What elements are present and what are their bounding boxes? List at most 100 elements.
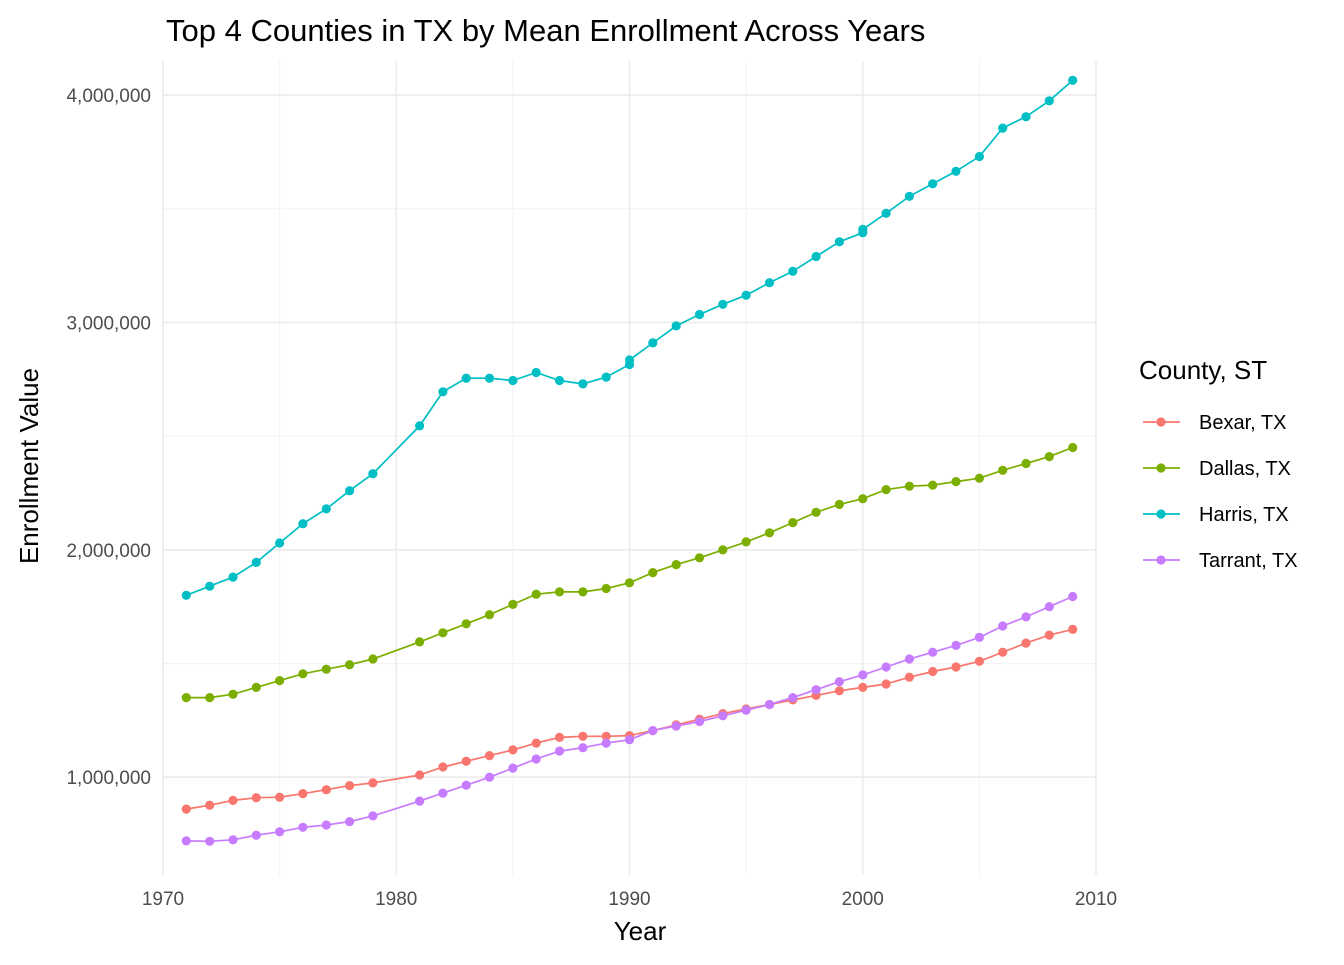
data-point (811, 251, 821, 262)
data-point (345, 817, 355, 827)
data-point (764, 699, 775, 710)
data-point (228, 689, 238, 699)
data-point (881, 679, 891, 689)
data-point (834, 686, 845, 696)
data-point (205, 800, 215, 810)
series-line (185, 79, 1074, 597)
data-point (834, 677, 845, 687)
data-point (951, 640, 961, 651)
data-point (578, 743, 588, 753)
data-point (578, 379, 588, 389)
data-point (345, 660, 355, 670)
data-point (368, 469, 378, 479)
data-point (321, 504, 331, 514)
data-point (554, 375, 565, 386)
y-tick-label: 3,000,000 (66, 313, 151, 334)
series-group (181, 75, 1078, 600)
data-point (461, 619, 471, 629)
data-point (508, 763, 518, 773)
x-tick-label: 2010 (1075, 889, 1117, 910)
data-point (205, 581, 215, 591)
data-point (718, 711, 728, 721)
data-point (578, 587, 588, 597)
data-point (741, 290, 751, 300)
data-point (228, 835, 238, 845)
data-point (251, 682, 261, 693)
data-point (321, 785, 331, 795)
data-point (671, 560, 681, 570)
data-point (251, 793, 261, 803)
data-point (928, 666, 938, 677)
data-point (531, 367, 541, 378)
data-point (1068, 624, 1078, 635)
data-point (1044, 96, 1054, 106)
grid (162, 61, 1097, 875)
data-point (718, 545, 728, 555)
data-point (998, 647, 1008, 657)
data-point (998, 465, 1008, 475)
series-group (181, 624, 1078, 814)
data-point (601, 583, 611, 594)
data-point (624, 735, 635, 745)
data-point (1021, 458, 1031, 469)
data-point (484, 772, 495, 782)
data-point (508, 375, 518, 386)
data-point (974, 656, 985, 666)
data-point (484, 751, 495, 761)
data-point (788, 693, 798, 703)
x-axis-title: Year (614, 916, 667, 946)
data-point (648, 338, 658, 348)
data-point (554, 746, 565, 756)
data-point (788, 518, 798, 528)
x-tick-label: 2000 (842, 889, 884, 910)
data-point (1044, 630, 1054, 640)
data-point (951, 662, 961, 672)
legend-label: Harris, TX (1199, 504, 1289, 526)
data-point (275, 792, 285, 802)
legend-label: Dallas, TX (1199, 458, 1291, 480)
data-point (881, 208, 891, 218)
x-tick-label: 1970 (142, 889, 184, 910)
data-point (904, 654, 915, 664)
data-point (345, 486, 355, 496)
y-axis-title: Enrollment Value (14, 368, 44, 564)
data-point (461, 373, 471, 383)
series-group (181, 442, 1078, 703)
legend: County, ST Bexar, TX Dallas, TX Harris, TX… (1139, 355, 1298, 572)
data-point (1068, 75, 1078, 85)
data-point (181, 804, 191, 814)
legend-label: Tarrant, TX (1199, 550, 1298, 572)
data-point (438, 762, 448, 772)
x-tick-label: 1980 (375, 889, 417, 910)
data-point (438, 628, 448, 638)
data-point (298, 669, 308, 679)
data-point (928, 647, 938, 657)
data-point (508, 745, 518, 755)
data-point (368, 778, 378, 788)
legend-key-point (1156, 509, 1166, 519)
y-tick-label: 1,000,000 (66, 768, 151, 789)
data-point (181, 590, 191, 600)
data-point (974, 151, 985, 162)
data-point (694, 553, 705, 563)
data-point (858, 682, 868, 693)
data-point (648, 726, 658, 736)
y-tick-label: 2,000,000 (66, 541, 151, 562)
data-point (764, 528, 775, 538)
data-point (601, 731, 611, 741)
data-point (904, 672, 915, 682)
legend-key-point (1156, 417, 1166, 427)
data-point (858, 670, 868, 680)
data-point (275, 827, 285, 837)
data-point (1044, 452, 1054, 462)
data-point (694, 309, 705, 320)
data-point (368, 811, 378, 821)
data-point (415, 637, 425, 647)
data-point (438, 387, 448, 397)
data-point (671, 321, 681, 331)
y-tick-label: 4,000,000 (66, 86, 151, 107)
data-point (1021, 112, 1031, 122)
data-point (904, 191, 915, 201)
series-group (181, 591, 1078, 846)
